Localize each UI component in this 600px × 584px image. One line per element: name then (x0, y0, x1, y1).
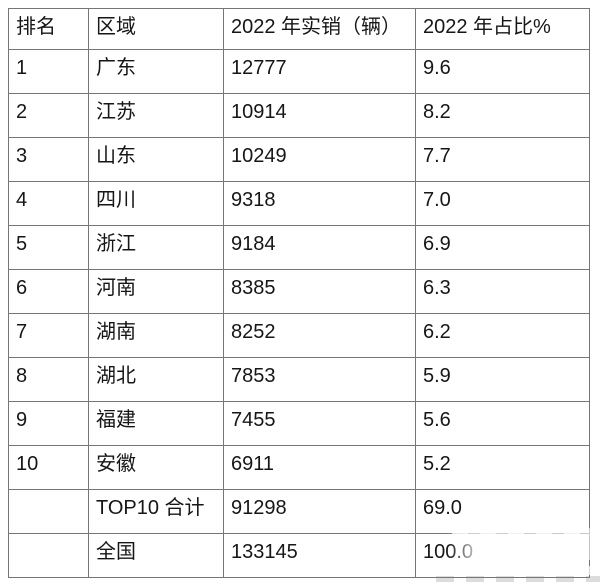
table-cell: 8.2 (415, 93, 590, 138)
table-cell: 安徽 (88, 445, 224, 490)
table-cell: 7853 (223, 357, 416, 402)
table-cell: 91298 (223, 489, 416, 534)
table-cell: 湖南 (88, 313, 224, 358)
table-cell: 山东 (88, 137, 224, 182)
table-row: 10 安徽 6911 5.2 (8, 445, 590, 490)
table-row: TOP10 合计 91298 69.0 (8, 489, 590, 534)
table-cell: 5.6 (415, 401, 590, 446)
table-row: 4 四川 9318 7.0 (8, 181, 590, 226)
table-cell: 9184 (223, 225, 416, 270)
header-cell-2: 2022 年实销（辆） (223, 8, 416, 50)
table-cell: 江苏 (88, 93, 224, 138)
table-cell: 100.0 (415, 533, 590, 578)
table-body: 1 广东 12777 9.6 2 江苏 10914 8.2 3 山东 10249 7.7 4 四川 9318… (8, 49, 590, 578)
table-cell: 5.2 (415, 445, 590, 490)
table-cell: 7 (8, 313, 89, 358)
table-cell: 8 (8, 357, 89, 402)
header-row: 排名 区域 2022 年实销（辆） 2022 年占比% (8, 8, 590, 50)
table-cell: 5 (8, 225, 89, 270)
table-row: 6 河南 8385 6.3 (8, 269, 590, 314)
header-cell-1: 区域 (88, 8, 224, 50)
table-row: 2 江苏 10914 8.2 (8, 93, 590, 138)
table-cell: 6911 (223, 445, 416, 490)
table-cell: 河南 (88, 269, 224, 314)
table-cell: 全国 (88, 533, 224, 578)
table-cell: 7.7 (415, 137, 590, 182)
table-cell: 6 (8, 269, 89, 314)
table-cell: 6.9 (415, 225, 590, 270)
table-cell: 2 (8, 93, 89, 138)
table-cell: 10914 (223, 93, 416, 138)
table-cell: 浙江 (88, 225, 224, 270)
table-cell: 133145 (223, 533, 416, 578)
table-row: 7 湖南 8252 6.2 (8, 313, 590, 358)
table-cell: 5.9 (415, 357, 590, 402)
table-cell: 四川 (88, 181, 224, 226)
table-cell: 7.0 (415, 181, 590, 226)
table-cell: 8385 (223, 269, 416, 314)
table-row: 8 湖北 7853 5.9 (8, 357, 590, 402)
table-cell (8, 533, 89, 578)
header-cell-3: 2022 年占比% (415, 8, 590, 50)
table-row: 全国 133145 100.0 (8, 533, 590, 578)
table-row: 3 山东 10249 7.7 (8, 137, 590, 182)
table-cell: 3 (8, 137, 89, 182)
table-cell (8, 489, 89, 534)
table-cell: 广东 (88, 49, 224, 94)
table-cell: 4 (8, 181, 89, 226)
table-cell: 10 (8, 445, 89, 490)
sales-table: 排名 区域 2022 年实销（辆） 2022 年占比% 1 广东 12777 9.6 2 江苏 1… (8, 8, 590, 578)
table-cell: 9318 (223, 181, 416, 226)
table-cell: 7455 (223, 401, 416, 446)
table-cell: 6.2 (415, 313, 590, 358)
table-row: 1 广东 12777 9.6 (8, 49, 590, 94)
table-cell: 9.6 (415, 49, 590, 94)
header-cell-0: 排名 (8, 8, 89, 50)
table-row: 5 浙江 9184 6.9 (8, 225, 590, 270)
table-cell: 10249 (223, 137, 416, 182)
table-row: 9 福建 7455 5.6 (8, 401, 590, 446)
table-cell: 69.0 (415, 489, 590, 534)
table-cell: 6.3 (415, 269, 590, 314)
table-cell: TOP10 合计 (88, 489, 224, 534)
table-cell: 12777 (223, 49, 416, 94)
table-cell: 湖北 (88, 357, 224, 402)
table-cell: 福建 (88, 401, 224, 446)
sales-table-container: 排名 区域 2022 年实销（辆） 2022 年占比% 1 广东 12777 9.6 2 江苏 1… (8, 8, 590, 578)
table-cell: 9 (8, 401, 89, 446)
table-cell: 8252 (223, 313, 416, 358)
table-cell: 1 (8, 49, 89, 94)
table-header: 排名 区域 2022 年实销（辆） 2022 年占比% (8, 8, 590, 50)
